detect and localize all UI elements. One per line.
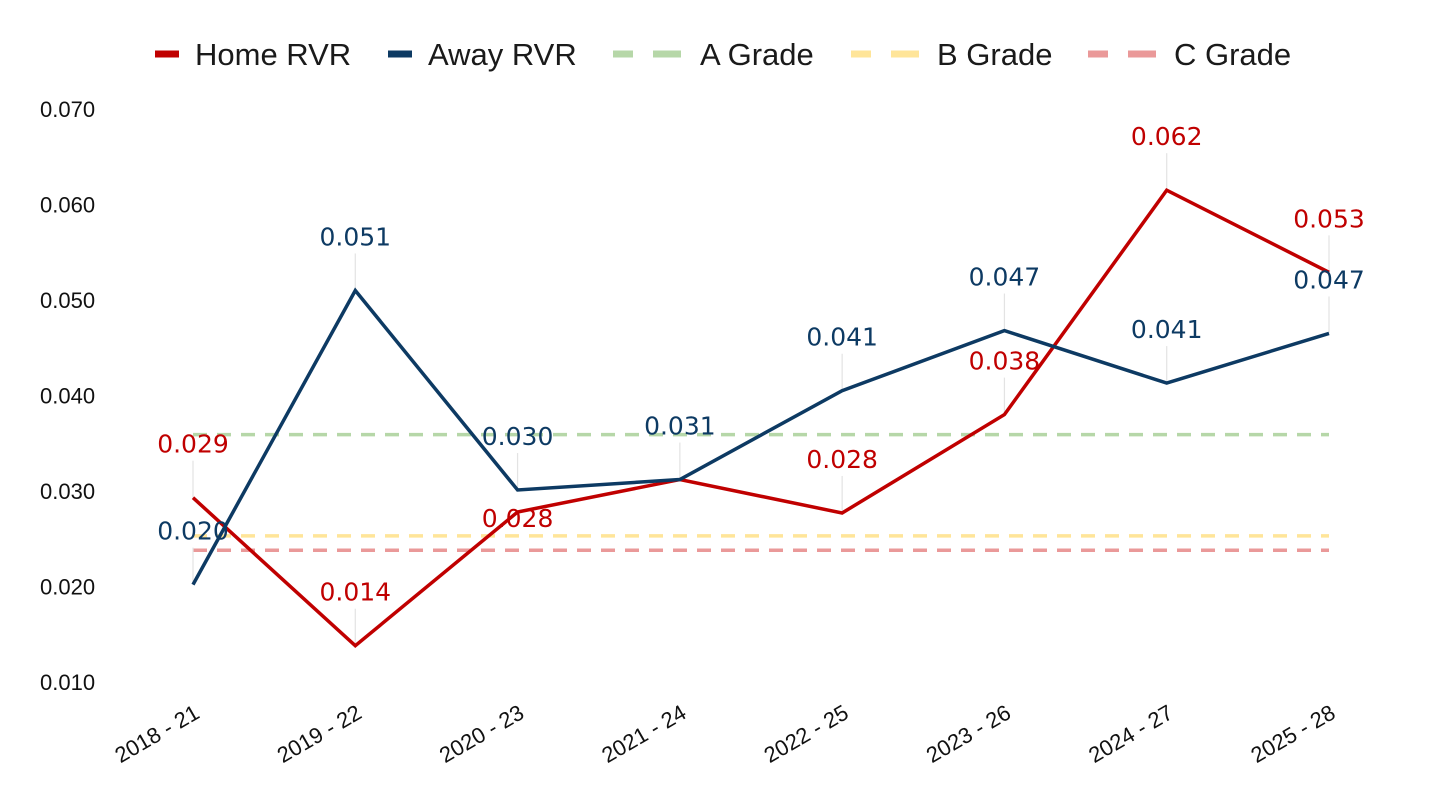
- x-tick-label: 2022 - 25: [760, 700, 853, 768]
- data-label-away: 0.041: [1131, 315, 1203, 344]
- x-tick-label: 2023 - 26: [922, 700, 1015, 768]
- data-label-away: 0.030: [482, 422, 554, 451]
- series-line-home: [191, 187, 1330, 649]
- y-tick-label: 0.010: [40, 670, 95, 695]
- data-label-away: 0.051: [319, 222, 391, 251]
- data-label-away: 0.031: [644, 412, 716, 441]
- data-label-home: 0.029: [157, 430, 229, 459]
- x-tick-label: 2025 - 28: [1246, 700, 1339, 768]
- data-label-home: 0.062: [1131, 122, 1203, 151]
- data-label-away: 0.047: [969, 263, 1041, 292]
- data-label-home: 0.014: [319, 578, 391, 607]
- data-label-home: 0.053: [1293, 204, 1365, 233]
- x-tick-label: 2018 - 21: [110, 700, 203, 768]
- x-axis: 2018 - 21 2019 - 22 2020 - 23 2021 - 24 2022…: [110, 700, 1339, 768]
- series-lines: [191, 187, 1330, 649]
- legend-label-home-rvr: Home RVR: [195, 37, 351, 72]
- legend-label-away-rvr: Away RVR: [428, 37, 577, 72]
- data-label-away: 0.047: [1293, 265, 1365, 294]
- legend-item-away-rvr: Away RVR: [388, 37, 577, 72]
- data-label-home: 0.028: [482, 504, 554, 533]
- legend-item-a-grade: A Grade: [613, 37, 814, 72]
- label-leader-lines: [192, 153, 1330, 646]
- data-label-home: 0.038: [969, 347, 1041, 376]
- data-labels: 0.029 0.014 0.028 0.028 0.038 0.062 0.053 0.020…: [157, 122, 1365, 607]
- y-tick-label: 0.070: [40, 97, 95, 122]
- legend-item-c-grade: C Grade: [1088, 37, 1291, 72]
- legend: Home RVR Away RVR A Grade B Grade C Grade: [155, 37, 1291, 72]
- legend-item-b-grade: B Grade: [851, 37, 1052, 72]
- series-line-away: [191, 287, 1330, 586]
- legend-label-b-grade: B Grade: [937, 37, 1052, 72]
- x-tick-label: 2020 - 23: [435, 700, 528, 768]
- x-tick-label: 2021 - 24: [597, 700, 690, 768]
- legend-item-home-rvr: Home RVR: [155, 37, 351, 72]
- y-tick-label: 0.030: [40, 479, 95, 504]
- data-label-away: 0.020: [157, 517, 229, 546]
- y-tick-label: 0.050: [40, 288, 95, 313]
- legend-label-c-grade: C Grade: [1174, 37, 1291, 72]
- y-tick-label: 0.040: [40, 384, 95, 409]
- x-tick-label: 2024 - 27: [1084, 700, 1177, 768]
- y-tick-label: 0.020: [40, 575, 95, 600]
- legend-label-a-grade: A Grade: [700, 37, 814, 72]
- x-tick-label: 2019 - 22: [273, 700, 366, 768]
- data-label-away: 0.041: [806, 323, 878, 352]
- y-axis: 0.010 0.020 0.030 0.040 0.050 0.060 0.070: [40, 97, 95, 695]
- data-label-home: 0.028: [806, 445, 878, 474]
- y-tick-label: 0.060: [40, 193, 95, 218]
- reference-lines: [193, 432, 1329, 552]
